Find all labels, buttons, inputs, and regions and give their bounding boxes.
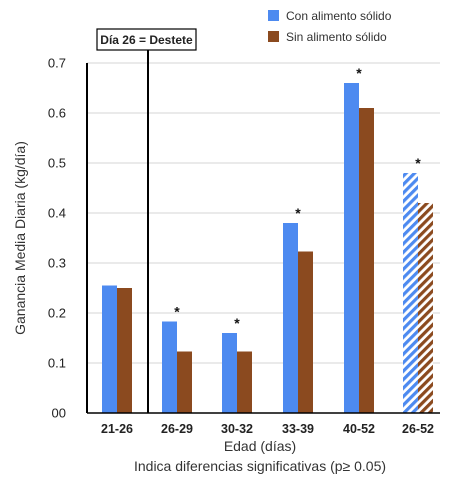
y-tick-label: 0.7 bbox=[48, 56, 66, 71]
significance-marker: * bbox=[356, 65, 362, 81]
x-tick-label: 33-39 bbox=[282, 422, 314, 436]
y-tick-label: 0.3 bbox=[48, 256, 66, 271]
x-tick-label: 26-52 bbox=[402, 422, 434, 436]
bar-con-26-52 bbox=[403, 173, 418, 413]
bar-sin-26-52 bbox=[418, 203, 433, 413]
footnote: Indica diferencias significativas (p≥ 0.… bbox=[134, 458, 386, 474]
y-tick-label: 0.5 bbox=[48, 156, 66, 171]
bar-sin-21-26 bbox=[117, 288, 132, 413]
x-tick-label: 21-26 bbox=[101, 422, 133, 436]
annotation-box bbox=[96, 28, 197, 51]
bar-sin-33-39 bbox=[298, 251, 313, 413]
bar-con-26-29 bbox=[162, 321, 177, 413]
x-tick-label: 26-29 bbox=[161, 422, 193, 436]
bar-con-33-39 bbox=[283, 223, 298, 413]
bars bbox=[102, 83, 433, 413]
bar-sin-30-32 bbox=[237, 351, 252, 413]
annotation-label: Día 26 = Destete bbox=[100, 33, 193, 47]
y-axis-title: Ganancia Media Diaria (kg/día) bbox=[12, 141, 28, 335]
bar-sin-26-29 bbox=[177, 351, 192, 413]
significance-marker: * bbox=[415, 155, 421, 171]
legend-swatch-con bbox=[268, 10, 279, 21]
x-axis-title: Edad (días) bbox=[224, 438, 296, 454]
legend-label-sin: Sin alimento sólido bbox=[286, 30, 387, 44]
y-tick-label: 0.1 bbox=[48, 356, 66, 371]
gridlines bbox=[87, 62, 440, 364]
legend-swatch-sin bbox=[268, 31, 279, 42]
significance-markers: * * * * * bbox=[174, 65, 421, 331]
bar-con-21-26 bbox=[102, 285, 117, 413]
legend-label-con: Con alimento sólido bbox=[286, 9, 392, 23]
bar-con-40-52 bbox=[344, 83, 359, 413]
significance-marker: * bbox=[234, 315, 240, 331]
bar-con-30-32 bbox=[222, 333, 237, 413]
y-tick-label: 00 bbox=[52, 406, 66, 421]
x-tick-labels: 21-26 26-29 30-32 33-39 40-52 26-52 bbox=[101, 422, 434, 436]
significance-marker: * bbox=[295, 205, 301, 221]
significance-marker: * bbox=[174, 304, 180, 320]
y-tick-label: 0.2 bbox=[48, 306, 66, 321]
bar-sin-40-52 bbox=[359, 108, 374, 413]
y-tick-label: 0.4 bbox=[48, 206, 66, 221]
x-tick-label: 40-52 bbox=[343, 422, 375, 436]
y-tick-label: 0.6 bbox=[48, 106, 66, 121]
legend: Con alimento sólido Sin alimento sólido bbox=[268, 9, 392, 44]
y-tick-labels: 00 0.1 0.2 0.3 0.4 0.5 0.6 0.7 bbox=[48, 56, 66, 421]
x-tick-label: 30-32 bbox=[221, 422, 253, 436]
